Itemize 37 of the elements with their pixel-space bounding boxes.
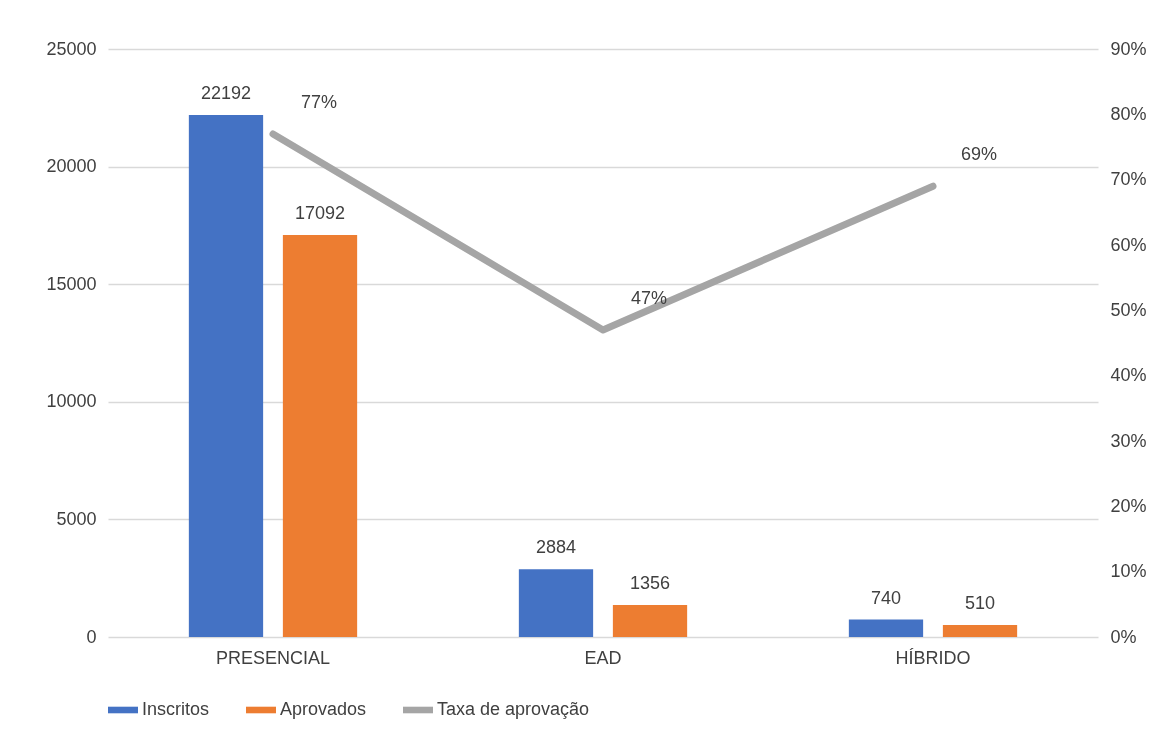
bar	[848, 619, 924, 637]
y2-tick-label: 80%	[1110, 103, 1147, 124]
y2-tick-label: 60%	[1110, 234, 1147, 255]
data-label: 69%	[961, 144, 998, 165]
y2-tick-label: 30%	[1110, 430, 1147, 451]
data-label: 2884	[535, 537, 577, 558]
y-tick-label: 20000	[46, 156, 97, 177]
data-label: 47%	[631, 287, 668, 308]
y2-tick-label: 20%	[1110, 495, 1147, 516]
bar	[518, 569, 594, 637]
data-label: 510	[964, 593, 996, 613]
legend-label: Taxa de aprovação	[437, 699, 590, 719]
y-tick-label: 0	[86, 626, 97, 647]
legend-label: Inscritos	[142, 699, 210, 719]
data-label: 740	[870, 587, 902, 608]
bar	[282, 235, 358, 637]
x-tick-label: EAD	[584, 647, 622, 668]
x-tick-label: PRESENCIAL	[215, 647, 331, 668]
y2-tick-label: 90%	[1110, 38, 1147, 59]
y-tick-label: 15000	[46, 273, 97, 294]
legend-label: Aprovados	[280, 699, 367, 719]
bar	[942, 625, 1018, 637]
y-tick-label: 25000	[46, 38, 97, 59]
data-label: 17092	[294, 203, 346, 223]
y2-tick-label: 0%	[1110, 626, 1137, 647]
x-tick-label: HÍBRIDO	[895, 647, 971, 668]
bar	[188, 115, 264, 637]
bar	[612, 605, 688, 637]
y2-tick-label: 10%	[1110, 561, 1147, 582]
y-tick-label: 5000	[56, 508, 97, 529]
y-tick-label: 10000	[46, 391, 97, 412]
y2-tick-label: 40%	[1110, 365, 1147, 386]
data-label: 77%	[301, 91, 338, 112]
data-label: 22192	[200, 83, 252, 104]
y2-tick-label: 50%	[1110, 299, 1147, 320]
data-label: 1356	[629, 573, 671, 594]
y2-tick-label: 70%	[1110, 169, 1147, 190]
